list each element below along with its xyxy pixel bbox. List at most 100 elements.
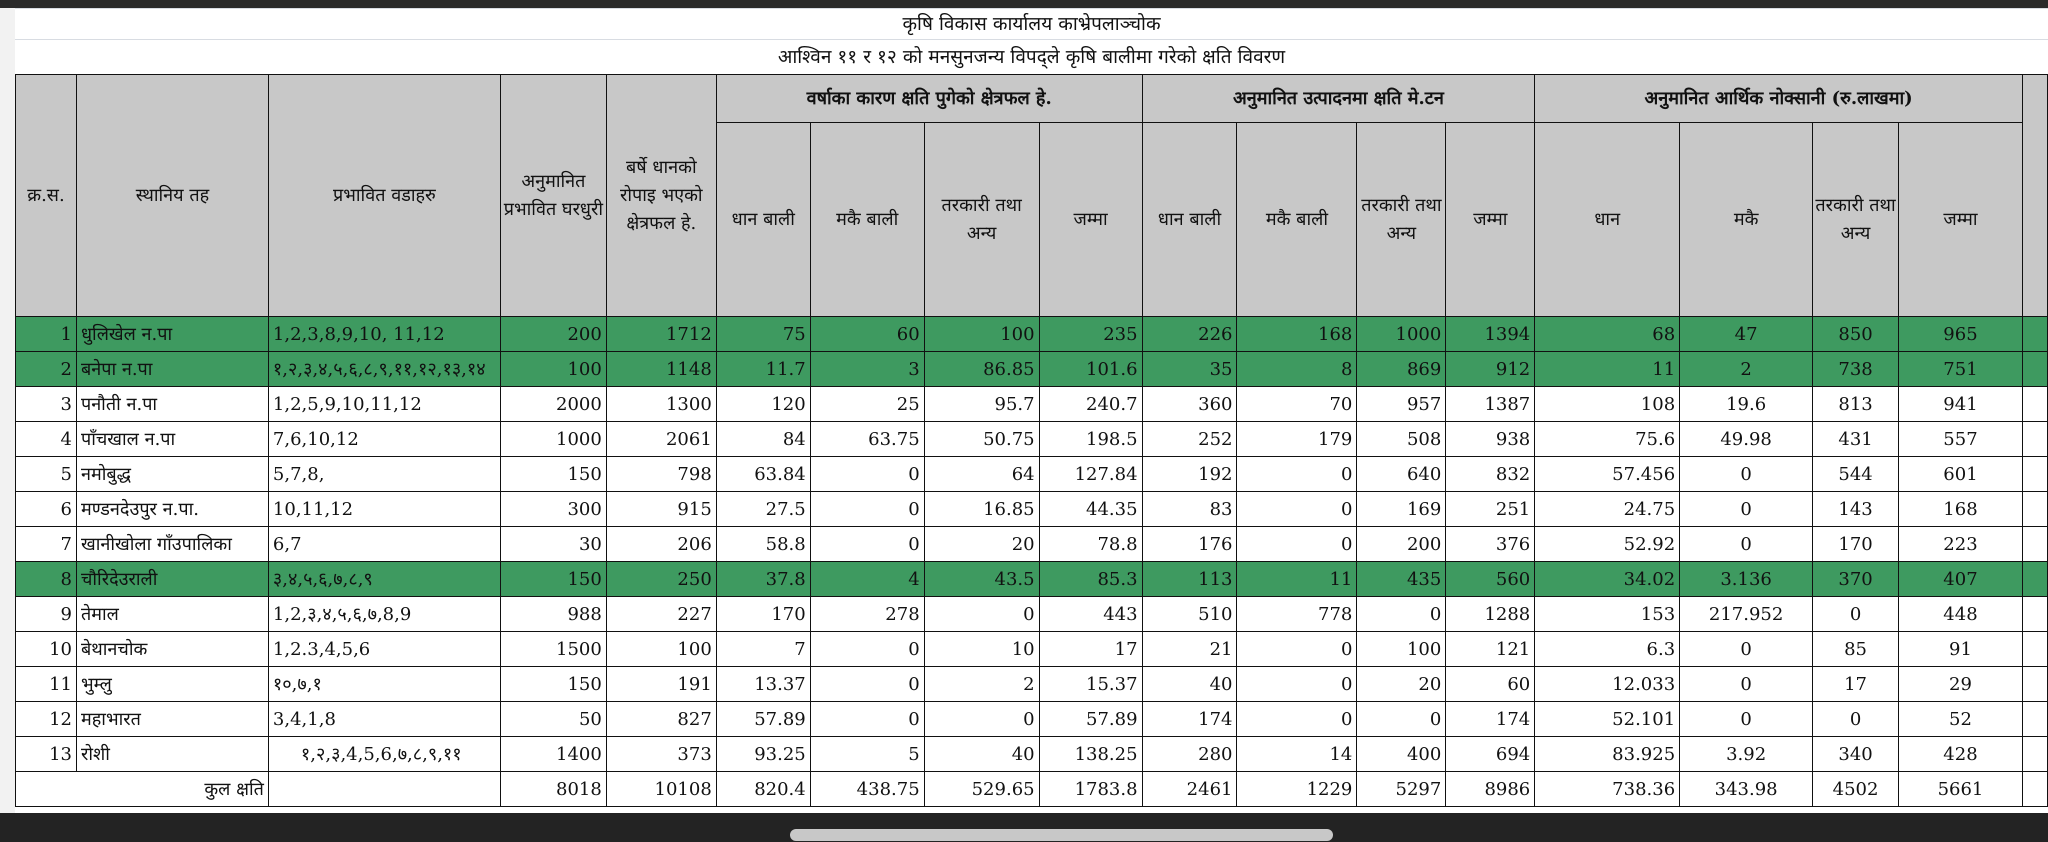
cell-prod-veg: 400 bbox=[1356, 736, 1447, 772]
cell-area-paddy: 93.25 bbox=[715, 736, 811, 772]
cell-area-veg: 10 bbox=[923, 631, 1040, 667]
cell-planted: 206 bbox=[605, 526, 717, 562]
cell-area-total: 101.6 bbox=[1038, 351, 1143, 387]
cell-prod-paddy: 360 bbox=[1141, 386, 1238, 422]
total-wards-cell bbox=[267, 771, 501, 807]
cell-households: 150 bbox=[499, 456, 607, 492]
cell-planted: 915 bbox=[605, 491, 717, 527]
cell-planted: 250 bbox=[605, 561, 717, 597]
cell-econ-paddy: 83.925 bbox=[1534, 736, 1681, 772]
header-prod-maize: मकै बाली bbox=[1236, 122, 1358, 317]
table-row: 12 महाभारत 3,4,1,8 50 827 57.89 0 0 57.89 174 0 0 17… bbox=[15, 701, 2048, 737]
cell-prod-total: 694 bbox=[1445, 736, 1536, 772]
table-row: 6 मण्डनदेउपुर न.पा. 10,11,12 300 915 27.5 0 16.… bbox=[15, 491, 2048, 527]
cell-sn: 12 bbox=[15, 701, 77, 737]
cell-sn: 5 bbox=[15, 456, 77, 492]
cell-area-paddy: 11.7 bbox=[715, 351, 811, 387]
cell-area-veg: 20 bbox=[923, 526, 1040, 562]
cell-econ-total: 52 bbox=[1898, 701, 2023, 737]
cell-local-level: बनेपा न.पा bbox=[75, 351, 269, 387]
cell-households: 2000 bbox=[499, 386, 607, 422]
cell-area-total: 78.8 bbox=[1038, 526, 1143, 562]
cell-econ-maize: 0 bbox=[1679, 701, 1814, 737]
cell-wards: 6,7 bbox=[267, 526, 501, 562]
cell-overflow bbox=[2021, 666, 2048, 702]
cell-prod-paddy: 113 bbox=[1141, 561, 1238, 597]
cell-prod-maize: 0 bbox=[1236, 701, 1358, 737]
cell-area-total: 127.84 bbox=[1038, 456, 1143, 492]
table-row: 1 धुलिखेल न.पा 1,2,3,8,9,10, 11,12 200 1712 7… bbox=[15, 316, 2048, 352]
cell-local-level: नमोबुद्ध bbox=[75, 456, 269, 492]
cell-sn: 3 bbox=[15, 386, 77, 422]
cell-area-maize: 5 bbox=[809, 736, 925, 772]
cell-households: 150 bbox=[499, 561, 607, 597]
cell-area-veg: 86.85 bbox=[923, 351, 1040, 387]
cell-prod-paddy: 35 bbox=[1141, 351, 1238, 387]
table-row: 7 खानीखोला गाँउपालिका 6,7 30 206 58.8 0 20 78.8 1… bbox=[15, 526, 2048, 562]
cell-local-level: मण्डनदेउपुर न.पा. bbox=[75, 491, 269, 527]
cell-wards: 1,2.3,4,5,6 bbox=[267, 631, 501, 667]
spreadsheet-view[interactable]: कृषि विकास कार्यालय काभ्रेपलाञ्चोक आश्वि… bbox=[15, 8, 2048, 813]
cell-area-paddy: 63.84 bbox=[715, 456, 811, 492]
cell-prod-veg: 508 bbox=[1356, 421, 1447, 457]
cell-planted: 100 bbox=[605, 631, 717, 667]
cell-sn: 13 bbox=[15, 736, 77, 772]
cell-area-maize: 60 bbox=[809, 316, 925, 352]
cell-area-veg: 40 bbox=[923, 736, 1040, 772]
cell-econ-veg: 850 bbox=[1812, 316, 1900, 352]
cell-prod-veg: 869 bbox=[1356, 351, 1447, 387]
cell-area-veg: 0 bbox=[923, 596, 1040, 632]
header-planted-area: बर्षे धानको रोपाइ भएको क्षेत्रफल हे. bbox=[605, 74, 717, 317]
total-prod-veg: 5297 bbox=[1356, 771, 1447, 807]
cell-prod-total: 121 bbox=[1445, 631, 1536, 667]
cell-area-paddy: 120 bbox=[715, 386, 811, 422]
cell-area-paddy: 57.89 bbox=[715, 701, 811, 737]
cell-area-maize: 278 bbox=[809, 596, 925, 632]
cell-prod-maize: 778 bbox=[1236, 596, 1358, 632]
cell-area-maize: 0 bbox=[809, 456, 925, 492]
cell-area-maize: 0 bbox=[809, 666, 925, 702]
cell-wards: 7,6,10,12 bbox=[267, 421, 501, 457]
header-overflow-cell bbox=[2021, 74, 2048, 317]
total-planted: 10108 bbox=[605, 771, 717, 807]
cell-wards: १,२,३,4,5,6,७,८,९,११ bbox=[267, 736, 501, 772]
cell-area-maize: 63.75 bbox=[809, 421, 925, 457]
cell-econ-total: 601 bbox=[1898, 456, 2023, 492]
cell-econ-maize: 49.98 bbox=[1679, 421, 1814, 457]
cell-econ-maize: 0 bbox=[1679, 526, 1814, 562]
header-area-total: जम्मा bbox=[1038, 122, 1143, 317]
cell-prod-total: 251 bbox=[1445, 491, 1536, 527]
cell-prod-maize: 168 bbox=[1236, 316, 1358, 352]
cell-econ-veg: 143 bbox=[1812, 491, 1900, 527]
cell-sn: 4 bbox=[15, 421, 77, 457]
cell-prod-paddy: 174 bbox=[1141, 701, 1238, 737]
cell-local-level: पाँचखाल न.पा bbox=[75, 421, 269, 457]
cell-econ-paddy: 6.3 bbox=[1534, 631, 1681, 667]
cell-area-paddy: 170 bbox=[715, 596, 811, 632]
scrollbar-thumb[interactable] bbox=[790, 829, 1333, 841]
cell-area-total: 15.37 bbox=[1038, 666, 1143, 702]
cell-local-level: चौरिदेउराली bbox=[75, 561, 269, 597]
header-econ-veg: तरकारी तथा अन्य bbox=[1812, 122, 1900, 317]
cell-households: 1500 bbox=[499, 631, 607, 667]
cell-econ-total: 428 bbox=[1898, 736, 2023, 772]
cell-area-paddy: 84 bbox=[715, 421, 811, 457]
cell-prod-veg: 957 bbox=[1356, 386, 1447, 422]
header-sn: क्र.स. bbox=[15, 74, 77, 317]
cell-area-paddy: 27.5 bbox=[715, 491, 811, 527]
cell-prod-veg: 0 bbox=[1356, 701, 1447, 737]
cell-prod-total: 1394 bbox=[1445, 316, 1536, 352]
damage-table: क्र.स. स्थानिय तह प्रभावित वडाहरु अनुमान… bbox=[15, 74, 2048, 807]
total-row: कुल क्षति 8018 10108 820.4 438.75 529.65… bbox=[15, 771, 2048, 807]
cell-area-maize: 4 bbox=[809, 561, 925, 597]
cell-households: 200 bbox=[499, 316, 607, 352]
cell-local-level: भुम्लु bbox=[75, 666, 269, 702]
cell-households: 100 bbox=[499, 351, 607, 387]
cell-overflow bbox=[2021, 456, 2048, 492]
cell-area-total: 17 bbox=[1038, 631, 1143, 667]
cell-planted: 2061 bbox=[605, 421, 717, 457]
table-row: 5 नमोबुद्ध 5,7,8, 150 798 63.84 0 64 127.84 192 0 6… bbox=[15, 456, 2048, 492]
cell-econ-veg: 370 bbox=[1812, 561, 1900, 597]
cell-area-maize: 3 bbox=[809, 351, 925, 387]
cell-wards: 3,4,1,8 bbox=[267, 701, 501, 737]
